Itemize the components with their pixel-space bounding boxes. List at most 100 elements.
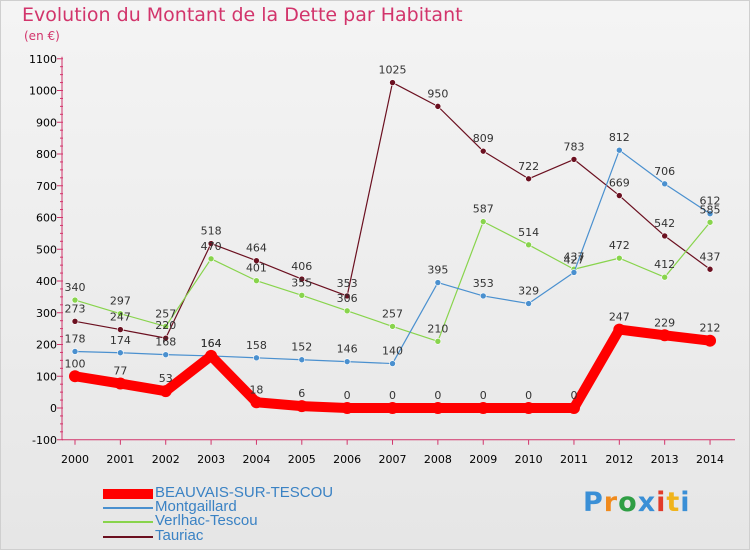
series-line (74, 81, 711, 339)
y-tick-label: 0 (50, 402, 57, 415)
data-point (706, 265, 714, 273)
logo-letter: t (666, 487, 681, 518)
data-label: 412 (654, 258, 675, 271)
legend-swatch (103, 536, 153, 538)
logo-letter: i (680, 487, 691, 518)
data-point (479, 147, 487, 155)
x-tick-label: 2000 (61, 453, 89, 466)
data-point (117, 310, 124, 318)
data-point (616, 192, 623, 199)
data-point (389, 360, 396, 367)
legend-label: Verlhac-Tescou (155, 512, 258, 529)
data-label: 168 (155, 336, 176, 349)
data-label: 437 (700, 250, 721, 263)
y-tick-label: 1100 (29, 53, 57, 66)
data-point (525, 300, 532, 307)
data-label: 158 (246, 339, 267, 352)
x-tick-label: 2011 (560, 453, 588, 466)
data-label: 0 (434, 389, 441, 402)
data-label: 0 (570, 389, 577, 402)
data-point (298, 356, 306, 364)
x-tick-label: 2007 (379, 453, 407, 466)
x-tick-label: 2013 (651, 453, 679, 466)
data-point (479, 292, 487, 300)
data-label: 140 (382, 345, 403, 358)
data-label: 950 (427, 87, 448, 100)
y-tick-label: 700 (36, 180, 57, 193)
data-point (207, 255, 215, 263)
data-point (661, 232, 668, 240)
data-label: 53 (159, 372, 173, 385)
x-tick-label: 2012 (605, 453, 633, 466)
data-point (704, 334, 717, 347)
data-label: 178 (65, 332, 86, 345)
data-label: 542 (654, 217, 675, 230)
data-point (616, 254, 623, 262)
data-point (114, 377, 127, 390)
data-label: 247 (110, 311, 131, 324)
data-point (389, 79, 396, 86)
x-tick-label: 2006 (333, 453, 361, 466)
data-label: 587 (473, 203, 494, 216)
data-point (431, 402, 444, 414)
data-label: 353 (337, 277, 358, 290)
data-label: 722 (518, 160, 539, 173)
data-point (434, 103, 442, 110)
data-point (389, 323, 396, 330)
data-label: 6 (298, 387, 305, 400)
data-label: 706 (654, 165, 675, 178)
y-tick-label: 200 (36, 339, 57, 352)
data-point (706, 210, 714, 217)
data-point (298, 275, 306, 283)
data-label: 18 (249, 383, 263, 396)
data-label: 220 (155, 319, 176, 332)
data-label: 809 (473, 132, 494, 145)
x-tick-label: 2014 (696, 453, 724, 466)
data-point (525, 241, 532, 249)
y-tick-label: 400 (36, 275, 57, 288)
data-label: 406 (291, 260, 312, 273)
legend-label: BEAUVAIS-SUR-TESCOU (155, 484, 334, 501)
data-label: 0 (389, 389, 396, 402)
x-tick-label: 2002 (152, 453, 180, 466)
data-point (205, 349, 218, 362)
logo-letter: r (603, 487, 619, 518)
logo-letter: x (637, 487, 657, 518)
data-label: 212 (700, 322, 721, 335)
data-point (616, 146, 623, 154)
x-tick-label: 2008 (424, 453, 452, 466)
data-point (613, 323, 626, 336)
chart-subtitle: (en €) (24, 29, 60, 43)
data-label: 0 (344, 389, 351, 402)
y-tick-label: 500 (36, 243, 57, 256)
y-tick-label: 1000 (29, 85, 57, 98)
legend-swatch (103, 507, 153, 509)
data-point (162, 323, 170, 330)
legend-label: Montgaillard (155, 498, 237, 515)
data-label: 355 (291, 276, 312, 289)
data-label: 340 (65, 281, 86, 294)
data-point (253, 354, 260, 362)
data-point (343, 292, 351, 300)
x-tick-label: 2009 (469, 453, 497, 466)
data-label: 401 (246, 262, 267, 275)
data-label: 585 (700, 203, 721, 216)
logo-letter: o (618, 487, 638, 518)
data-label: 812 (609, 131, 630, 144)
chart-title: Evolution du Montant de la Dette par Hab… (22, 4, 463, 26)
data-label: 229 (654, 316, 675, 329)
data-point (253, 277, 260, 284)
data-label: 395 (427, 264, 448, 277)
data-label: 257 (155, 307, 176, 320)
data-point (253, 257, 260, 264)
data-point (567, 402, 580, 414)
data-point (298, 291, 306, 299)
data-label: 427 (563, 253, 584, 266)
y-tick-label: 600 (36, 212, 57, 225)
data-point (479, 218, 487, 225)
data-point (434, 338, 442, 345)
data-point (477, 402, 490, 414)
data-point (522, 402, 535, 414)
data-label: 612 (700, 195, 721, 208)
